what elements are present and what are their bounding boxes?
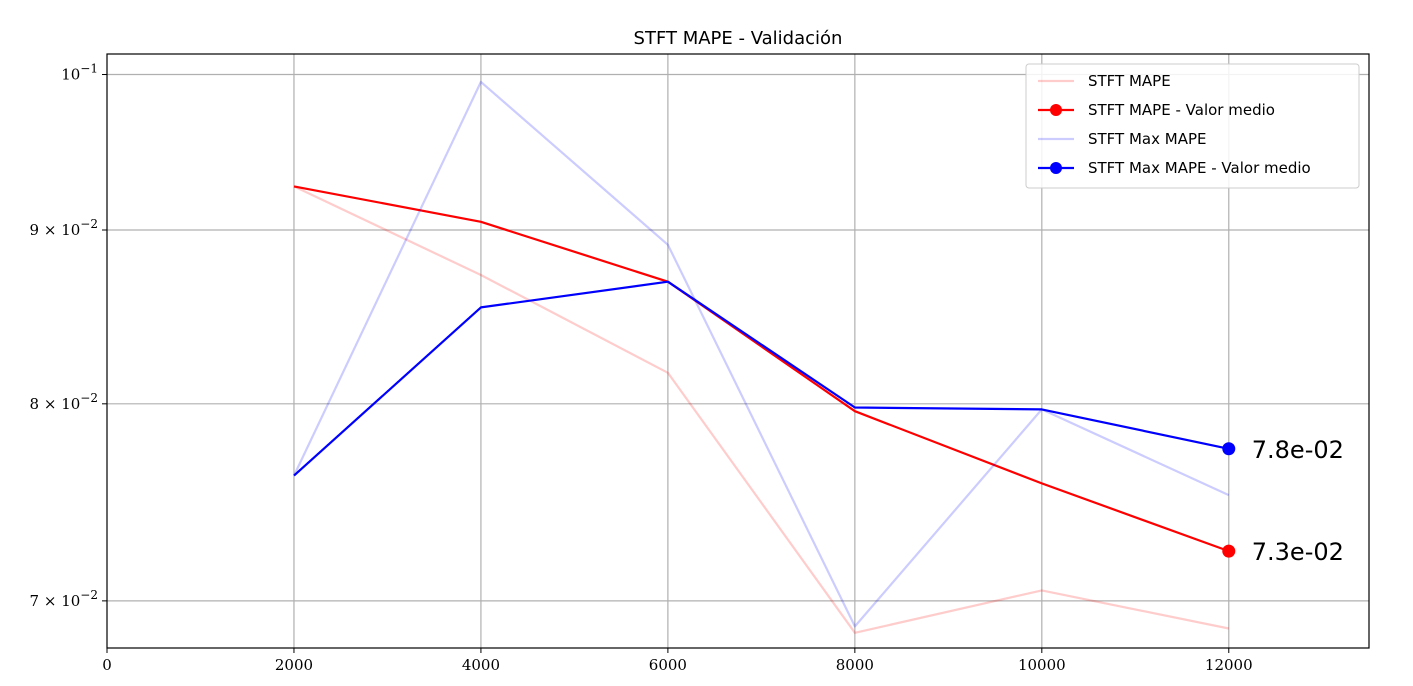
legend-item-stft-max-mape-valor-medio: STFT Max MAPE - Valor medio	[1038, 159, 1311, 177]
x-tick-label: 8000	[836, 656, 874, 674]
series-point-stft-max-mape-valor-medio	[1222, 442, 1236, 456]
legend-label: STFT MAPE	[1088, 72, 1171, 90]
x-tick-label: 4000	[462, 656, 500, 674]
y-tick-label: 8 × 10−2	[30, 391, 98, 413]
series-stft-max-mape-valor-medio	[293, 280, 1236, 477]
legend-box	[1025, 63, 1360, 189]
annotation-label: 7.8e-02	[1252, 436, 1344, 464]
legend-marker	[1050, 104, 1062, 116]
y-tick-label: 9 × 10−2	[30, 217, 98, 239]
series-line-stft-mape-valor-medio	[293, 185, 1230, 553]
x-tick-label: 6000	[649, 656, 687, 674]
series-line-stft-max-mape	[293, 80, 1230, 628]
series-line-stft-max-mape-valor-medio	[293, 280, 1230, 477]
chart-title: STFT MAPE - Validación	[634, 28, 843, 49]
legend-item-stft-mape: STFT MAPE	[1038, 72, 1171, 90]
legend-marker	[1050, 162, 1062, 174]
legend-item-stft-mape-valor-medio: STFT MAPE - Valor medio	[1038, 101, 1275, 119]
series-stft-max-mape	[293, 80, 1230, 628]
legend-item-stft-max-mape: STFT Max MAPE	[1038, 130, 1206, 148]
x-tick-label: 0	[102, 656, 112, 674]
y-tick-label: 10−1	[61, 62, 98, 84]
annotation-label: 7.3e-02	[1252, 538, 1344, 566]
y-tick-label: 7 × 10−2	[30, 588, 98, 610]
series-stft-mape-valor-medio	[293, 185, 1236, 558]
series-stft-mape	[293, 185, 1230, 634]
x-tick-label: 10000	[1018, 656, 1066, 674]
legend-label: STFT MAPE - Valor medio	[1088, 101, 1275, 119]
series-layer	[293, 80, 1236, 634]
plot-frame	[106, 53, 1370, 649]
x-tick-label: 12000	[1205, 656, 1253, 674]
x-axis: 0 2000 4000 6000 8000 10000 12000	[102, 648, 1253, 674]
y-axis: 10−1 9 × 10−2 8 × 10−2 7 × 10−2	[30, 62, 107, 610]
annotations: 7.8e-02 7.3e-02	[1252, 436, 1344, 566]
legend-label: STFT Max MAPE - Valor medio	[1088, 159, 1311, 177]
series-line-stft-mape	[293, 185, 1230, 634]
series-point-stft-mape-valor-medio	[1222, 544, 1236, 558]
legend-label: STFT Max MAPE	[1088, 130, 1206, 148]
x-tick-label: 2000	[275, 656, 313, 674]
legend: STFT MAPE STFT MAPE - Valor medio STFT Max…	[1025, 63, 1360, 189]
